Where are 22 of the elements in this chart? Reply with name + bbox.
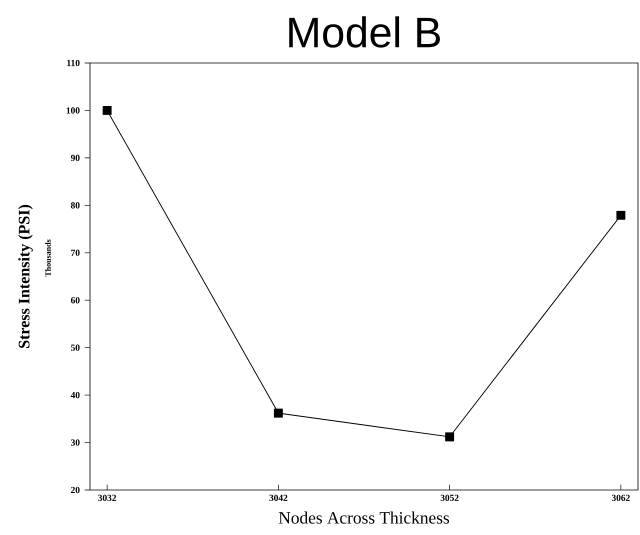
- point: [102, 106, 112, 115]
- y-tick-label: 40: [70, 392, 80, 398]
- chart-title: Model B: [289, 16, 440, 48]
- y-tick-label: 20: [71, 486, 80, 494]
- y-tick-label: 50: [71, 344, 80, 351]
- y-tick-label: 60: [70, 297, 80, 304]
- x-tick-label: 3062: [612, 494, 630, 501]
- point: [274, 408, 283, 418]
- y-tick-label: 30: [70, 439, 80, 446]
- y-axis-title: Stress Intensity (PSI): [18, 204, 33, 348]
- y-tick-label: 70: [71, 250, 80, 256]
- x-axis-title: Nodes Across Thickness: [278, 511, 450, 524]
- y-tick-label: 90: [70, 154, 80, 162]
- x-tick-label: 3042: [269, 494, 288, 501]
- x-tick-label: 3032: [98, 494, 116, 501]
- y-tick-label: 100: [66, 107, 80, 114]
- x-tick-label: 3052: [440, 494, 459, 501]
- point: [445, 432, 454, 442]
- y-tick-label: 110: [67, 60, 80, 66]
- point: [616, 210, 626, 220]
- text: Thousands: [45, 240, 51, 277]
- y-tick-label: 80: [70, 202, 80, 208]
